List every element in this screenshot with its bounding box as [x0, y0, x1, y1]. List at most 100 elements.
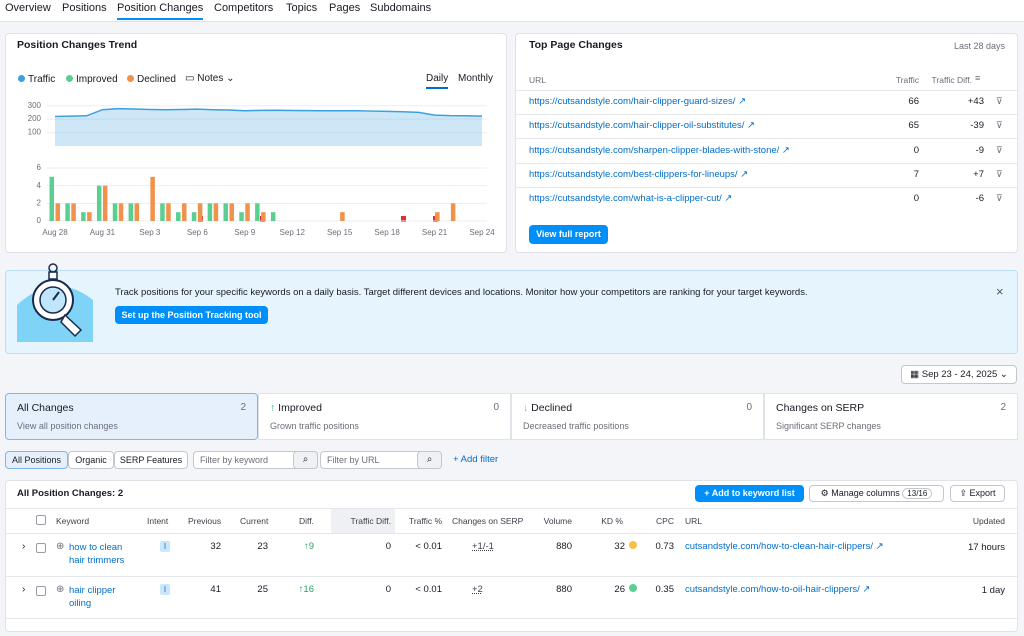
- top-pages-card: [515, 33, 1018, 253]
- cell: 0.73: [655, 541, 675, 552]
- toggle-daily[interactable]: Daily: [426, 73, 449, 89]
- card-title: Position Changes Trend: [17, 39, 138, 51]
- bar: [229, 203, 234, 221]
- legend-item[interactable]: Traffic: [18, 74, 55, 85]
- banner-button[interactable]: Set up the Position Tracking tool: [115, 306, 268, 324]
- summary-card[interactable]: [511, 393, 764, 440]
- tab[interactable]: Pages: [329, 2, 361, 14]
- traffic-diff: -6: [975, 193, 984, 205]
- date-picker[interactable]: ▦ Sep 23 - 24, 2025 ⌄: [901, 365, 1017, 384]
- filter-tab-active[interactable]: All Positions: [5, 451, 68, 469]
- view-report-button[interactable]: View full report: [529, 225, 608, 244]
- keyword[interactable]: hair clipper oiling: [69, 585, 116, 609]
- filter-icon[interactable]: ⊽: [996, 96, 1003, 106]
- checkbox[interactable]: [36, 515, 46, 525]
- card-subtitle: View all position changes: [17, 421, 118, 431]
- summary-card[interactable]: [764, 393, 1018, 440]
- bar: [270, 212, 276, 221]
- col-header: Diff.: [299, 516, 314, 526]
- kd-dot: [629, 541, 637, 549]
- tab-active[interactable]: Position Changes: [117, 2, 204, 20]
- filter-icon[interactable]: ⊽: [996, 144, 1003, 155]
- notes-toggle[interactable]: ▭ Notes ⌄: [185, 73, 235, 84]
- col-header: CPC: [656, 516, 674, 526]
- bar: [65, 203, 70, 221]
- title-text: All Position Changes:: [17, 488, 116, 499]
- count: 2: [240, 402, 246, 413]
- period-text: Last 28 days: [953, 41, 1005, 51]
- bar: [182, 203, 187, 221]
- card-subtitle: Grown traffic positions: [270, 421, 359, 431]
- divider: [6, 508, 1017, 509]
- legend-item[interactable]: Declined: [127, 74, 176, 85]
- placeholder: Filter by keyword: [200, 455, 269, 465]
- bar: [160, 203, 165, 221]
- filter-tab[interactable]: Organic: [68, 451, 114, 469]
- search-button[interactable]: ⌕: [293, 451, 318, 469]
- y-tick-label: 6: [37, 163, 42, 172]
- add-keyword-button[interactable]: + Add to keyword list: [695, 485, 804, 502]
- legend-item[interactable]: Improved: [66, 74, 118, 85]
- period: Last 28 days: [905, 41, 1005, 51]
- bar: [223, 203, 228, 221]
- close-button[interactable]: ×: [996, 284, 1004, 299]
- toggle-monthly[interactable]: Monthly: [458, 73, 494, 84]
- checkbox[interactable]: [36, 543, 46, 553]
- expand[interactable]: ›: [22, 584, 26, 595]
- filter-icon[interactable]: ⊽: [996, 120, 1003, 131]
- checkbox[interactable]: [36, 586, 46, 596]
- tab[interactable]: Subdomains: [370, 2, 432, 14]
- col-header: Changes on SERP: [452, 516, 524, 526]
- col-header: Intent: [147, 516, 169, 526]
- col-header: Updated: [972, 516, 1005, 526]
- page-url[interactable]: https://cutsandstyle.com/sharpen-clipper…: [529, 144, 790, 156]
- page-url[interactable]: https://cutsandstyle.com/hair-clipper-gu…: [529, 96, 747, 107]
- bar: [55, 203, 60, 221]
- bar: [96, 185, 102, 221]
- sort-icon[interactable]: ≡: [975, 73, 981, 83]
- page-url[interactable]: https://cutsandstyle.com/what-is-a-clipp…: [529, 193, 733, 205]
- filter-tab[interactable]: SERP Features: [114, 451, 188, 469]
- traffic: 0: [913, 144, 919, 156]
- col-header: Volume: [543, 516, 572, 526]
- cell: cutsandstyle.com/how-to-clean-hair-clipp…: [685, 541, 884, 552]
- divider: [6, 533, 1017, 534]
- cell: 41: [210, 584, 221, 595]
- bar: [81, 212, 86, 221]
- tab[interactable]: Positions: [62, 2, 107, 14]
- intent: I: [160, 584, 170, 595]
- traffic: 65: [908, 120, 919, 132]
- filter-icon[interactable]: ⊽: [996, 168, 1003, 179]
- count: 13/16: [902, 488, 933, 499]
- expand[interactable]: ›: [22, 541, 26, 552]
- search-button[interactable]: ⌕: [417, 451, 442, 469]
- cell: cutsandstyle.com/how-to-oil-hair-clipper…: [685, 584, 871, 595]
- manage-columns[interactable]: ⚙ Manage columns 13/16: [809, 485, 944, 502]
- cell: +1/-1: [472, 541, 494, 552]
- bar: [207, 203, 213, 221]
- cell: 25: [257, 584, 268, 595]
- legend-label: Declined: [137, 74, 176, 85]
- note-marker[interactable]: [401, 216, 406, 222]
- tab[interactable]: Overview: [5, 2, 51, 14]
- tab[interactable]: Topics: [286, 2, 318, 14]
- card-subtitle: Significant SERP changes: [776, 421, 881, 431]
- add-icon[interactable]: ⊕: [56, 584, 65, 595]
- add-filter[interactable]: + Add filter: [453, 454, 499, 465]
- summary-card[interactable]: [258, 393, 511, 440]
- url-filter[interactable]: Filter by URL: [320, 451, 442, 469]
- arrow-icon: ↑: [270, 402, 279, 414]
- page-url[interactable]: https://cutsandstyle.com/hair-clipper-oi…: [529, 120, 756, 132]
- add-icon[interactable]: ⊕: [56, 541, 65, 552]
- y-tick-label: 2: [37, 198, 42, 207]
- traffic: 7: [913, 168, 919, 180]
- filter-icon[interactable]: ⊽: [996, 193, 1003, 204]
- diff-value: 9: [308, 541, 314, 552]
- count: 0: [746, 402, 752, 413]
- cell: 32: [210, 541, 221, 552]
- tab[interactable]: Competitors: [214, 2, 274, 14]
- page-url[interactable]: https://cutsandstyle.com/best-clippers-f…: [529, 168, 749, 180]
- keyword[interactable]: how to clean hair trimmers: [69, 542, 125, 566]
- export[interactable]: ⇪ Export: [950, 485, 1005, 502]
- summary-card[interactable]: [5, 393, 258, 440]
